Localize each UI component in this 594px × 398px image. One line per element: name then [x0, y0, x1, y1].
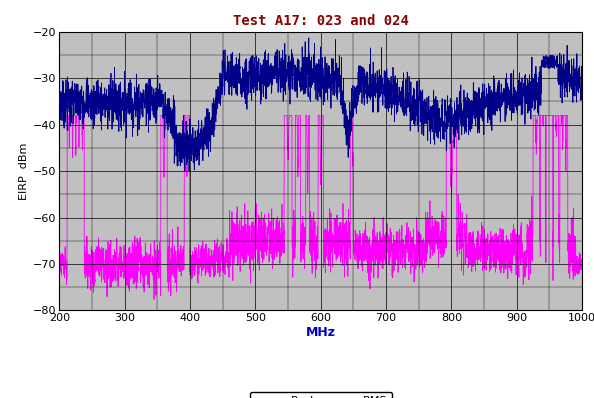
Title: Test A17: 023 and 024: Test A17: 023 and 024	[233, 14, 409, 28]
X-axis label: MHz: MHz	[306, 326, 336, 339]
Legend: Peak, RMS: Peak, RMS	[249, 392, 392, 398]
Y-axis label: EIRP  dBm: EIRP dBm	[19, 142, 29, 200]
